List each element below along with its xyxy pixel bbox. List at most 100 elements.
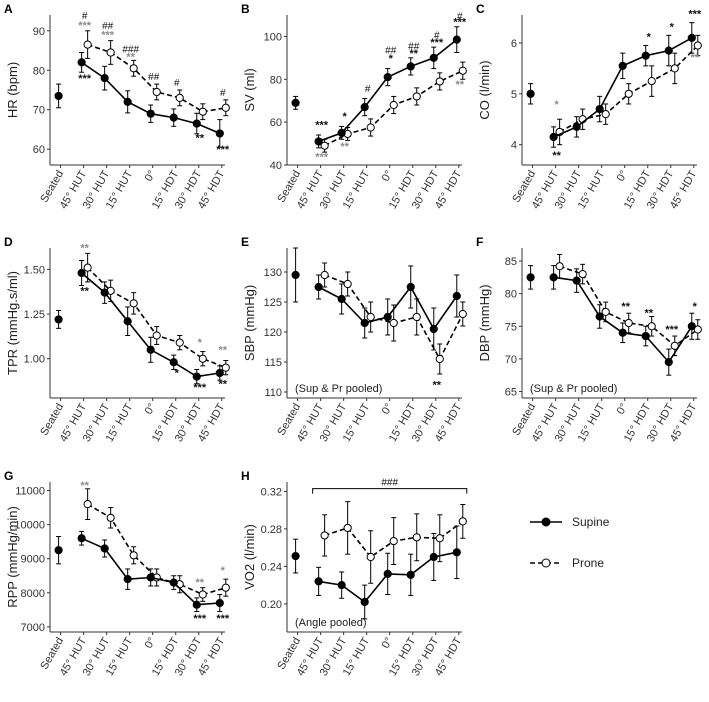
supine-data-point <box>641 331 650 341</box>
y-axis-label: RPP (mmHg/min) <box>5 506 20 608</box>
y-tick-label: 60 <box>270 117 282 129</box>
supine-data-point <box>100 288 109 297</box>
supine-data-point <box>54 91 63 101</box>
y-tick-label: 8000 <box>21 588 45 600</box>
prone-data-point <box>435 354 444 364</box>
x-tick-label: 0° <box>615 402 631 417</box>
supine-data-point <box>291 270 300 280</box>
supine-data-point <box>687 322 696 331</box>
y-tick-label: 90 <box>33 26 45 38</box>
panel-letter-e: E <box>241 235 249 249</box>
significance-marker: # <box>365 84 371 95</box>
prone-data-point <box>83 263 92 272</box>
supine-data-point <box>595 104 604 114</box>
prone-data-point <box>198 354 207 363</box>
supine-data-point <box>77 58 86 67</box>
supine-data-point <box>100 544 109 553</box>
prone-data-point <box>152 331 161 340</box>
legend-supine-label: Supine <box>572 515 610 529</box>
significance-marker: ## <box>148 72 160 83</box>
prone-data-point <box>624 89 633 98</box>
panel-letter-b: B <box>241 2 250 16</box>
supine-data-point <box>100 74 109 83</box>
prone-data-point <box>343 279 352 289</box>
panel-letter-h: H <box>241 469 250 483</box>
supine-data-point <box>383 312 392 322</box>
supine-data-point <box>549 273 558 282</box>
prone-data-point <box>198 107 207 116</box>
supine-data-point <box>526 89 535 98</box>
y-tick-label: 0.28 <box>261 524 282 536</box>
prone-data-point <box>129 299 138 308</box>
supine-data-point <box>169 358 178 367</box>
prone-data-point <box>412 533 421 542</box>
prone-data-point <box>458 66 467 75</box>
y-tick-label: 100 <box>264 31 282 43</box>
y-axis-label: SBP (mmHg) <box>242 285 257 361</box>
significance-marker: ** <box>219 344 228 356</box>
significance-marker: ** <box>456 79 465 91</box>
significance-marker: *** <box>453 17 467 29</box>
significance-marker: ** <box>552 150 561 162</box>
significance-marker: # <box>82 11 88 22</box>
significance-marker: * <box>175 368 180 380</box>
significance-marker: ** <box>195 577 204 589</box>
significance-marker: ** <box>219 378 228 390</box>
panel-letter-g: G <box>4 469 13 483</box>
supine-data-point <box>406 282 415 292</box>
supine-data-point <box>337 128 346 137</box>
x-tick-label: 0° <box>380 402 396 417</box>
significance-marker: * <box>343 111 348 123</box>
y-tick-label: 130 <box>264 267 282 279</box>
significance-marker: ** <box>691 52 700 64</box>
y-axis-label: CO (l/min) <box>477 60 492 119</box>
x-tick-label: 0° <box>380 636 396 651</box>
supine-data-point <box>146 573 155 582</box>
legend-supine-marker <box>541 517 551 527</box>
y-tick-label: 5 <box>511 89 517 101</box>
prone-data-point <box>221 363 230 372</box>
y-tick-label: 115 <box>264 357 282 369</box>
y-tick-label: 9000 <box>21 554 45 566</box>
supine-data-point <box>54 315 63 324</box>
x-tick-label: 0° <box>143 169 159 184</box>
significance-marker: *** <box>688 9 702 21</box>
prone-data-point <box>435 534 444 543</box>
significance-marker: ** <box>80 243 89 255</box>
supine-data-point <box>618 61 627 70</box>
prone-data-point <box>129 64 138 73</box>
supine-data-point <box>169 578 178 587</box>
y-tick-label: 70 <box>505 354 517 366</box>
significance-marker: * <box>670 21 675 33</box>
supine-data-point <box>687 33 696 42</box>
supine-data-point <box>452 35 461 44</box>
pooled-note: (Angle pooled) <box>295 617 367 629</box>
y-tick-label: 0.32 <box>261 486 282 498</box>
supine-data-point <box>360 103 369 112</box>
supine-data-point <box>406 62 415 71</box>
prone-data-point <box>175 338 184 347</box>
prone-data-point <box>366 123 375 132</box>
y-axis-label: VO2 (l/min) <box>242 524 257 590</box>
significance-marker: *** <box>216 144 230 156</box>
y-tick-label: 80 <box>505 289 517 301</box>
prone-data-point <box>106 513 115 522</box>
y-tick-label: 1.00 <box>24 354 45 366</box>
prone-data-point <box>175 93 184 102</box>
y-axis-label: SV (ml) <box>242 68 257 111</box>
prone-data-point <box>366 552 375 562</box>
supine-data-point <box>169 113 178 122</box>
pooled-note: (Sup & Pr pooled) <box>530 383 617 395</box>
panel-letter-d: D <box>4 235 13 249</box>
prone-data-point <box>412 92 421 101</box>
supine-data-point <box>429 53 438 62</box>
prone-data-point <box>647 322 656 331</box>
significance-bracket <box>312 488 468 494</box>
x-tick-label: 0° <box>143 402 159 417</box>
y-tick-label: 120 <box>264 327 282 339</box>
supine-data-point <box>314 577 323 586</box>
significance-marker: *** <box>216 613 230 625</box>
